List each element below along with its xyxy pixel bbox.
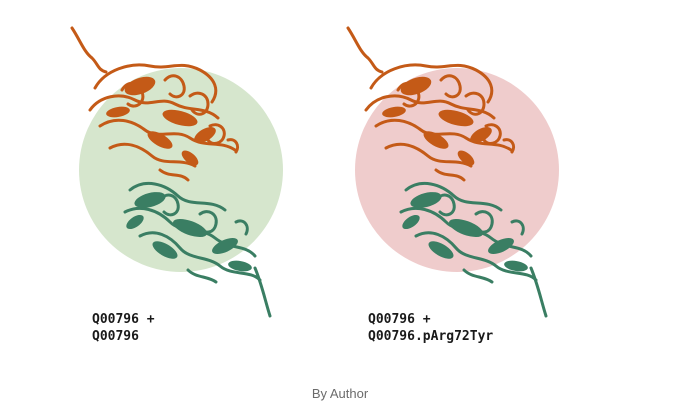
panel-variant: Q00796 + Q00796.pArg72Tyr xyxy=(316,0,616,370)
protein-structure-image xyxy=(346,26,559,318)
protein-structure-image xyxy=(70,26,283,318)
complex-label: Q00796 + Q00796 xyxy=(92,312,155,344)
green-helices xyxy=(402,192,528,272)
highlight-circle xyxy=(355,68,559,272)
orange-helices xyxy=(382,76,492,166)
complex-label: Q00796 + Q00796.pArg72Tyr xyxy=(368,312,494,344)
highlight-circle xyxy=(79,68,283,272)
orange-helices xyxy=(106,76,216,166)
panel-wildtype: Q00796 + Q00796 xyxy=(40,0,340,370)
green-helices xyxy=(126,192,252,272)
image-credit: By Author xyxy=(311,386,369,401)
orange-chain xyxy=(346,26,516,182)
green-chain xyxy=(399,181,548,318)
figure: Q00796 + Q00796 xyxy=(40,0,616,370)
